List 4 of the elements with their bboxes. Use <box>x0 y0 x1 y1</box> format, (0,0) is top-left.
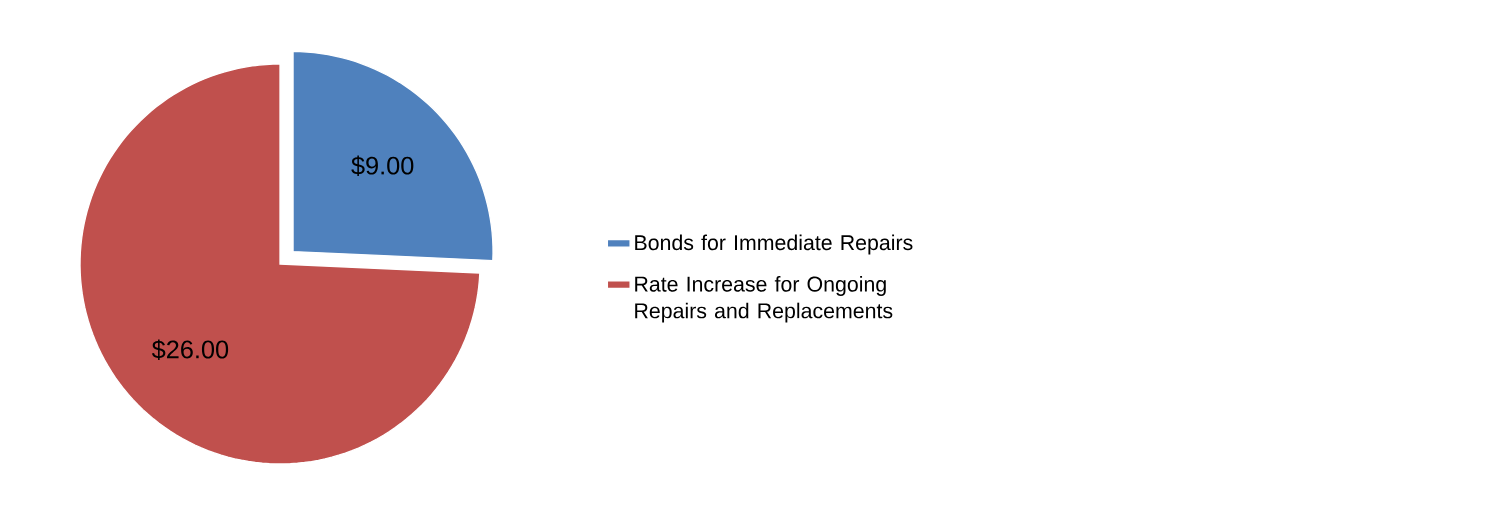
legend-label: Bonds for Immediate Repairs <box>635 234 913 255</box>
data-label: $26.00 <box>151 339 229 360</box>
data-label: $9.00 <box>351 155 414 177</box>
legend-label: Rate Increase for Ongoing Repairs and Replacements <box>635 276 893 323</box>
